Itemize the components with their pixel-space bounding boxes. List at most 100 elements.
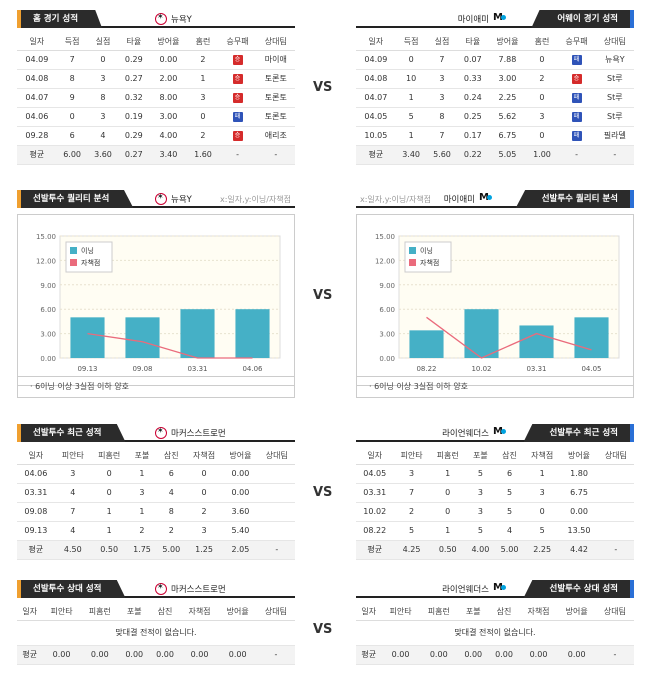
versus-right-col-3: 포볼 [457,604,489,621]
recent-left-cell: 09.08 [17,502,55,522]
away-cell: 04.09 [356,50,396,70]
home-cell: 토론토 [256,69,295,89]
marlins-logo-icon [493,582,506,594]
versus-right-col-1: 피안타 [381,604,420,621]
versus-left-avg-cell: - [256,645,295,665]
recent-right-col-1: 피안타 [393,448,430,465]
legend-swatch-inning [409,247,416,254]
home-cell: 0.29 [118,126,150,146]
home-row: 04.08 8 3 0.27 2.00 1 승 토론토 [17,69,295,89]
x-tick-label: 03.31 [526,365,546,373]
inning-bar [70,317,105,358]
recent-left-col-4: 삼진 [156,448,186,465]
recent-left-avg-cell: 5.00 [156,540,186,560]
home-team: 뉴욕Y [155,12,192,25]
recent-left-cell: 4 [156,483,186,503]
recent-right-row: 03.31 7 0 3 5 3 6.75 [356,483,634,503]
home-cell: 09.28 [17,126,57,146]
recent-left-cell: 1 [91,502,128,522]
home-col-1: 득점 [56,34,88,51]
versus-right-avg-cell: 0.00 [488,645,520,665]
versus-right-col-0: 일자 [356,604,382,621]
recent-left-row: 04.06 3 0 1 6 0 0.00 [17,464,295,484]
yankees-logo-icon [155,582,167,595]
recent-left-cell [258,483,295,503]
quality-right-team-name: 마이애미 [443,195,475,205]
versus-left-col-0: 일자 [17,604,43,621]
versus-left-table: 일자 피안타 피홈런 포볼 삼진 자책점 방어율 상대팀 맞대결 전적이 없습니다. 평균 0.… [17,604,295,665]
recent-left-cell: 1 [127,464,157,484]
versus-left-col-2: 피홈런 [80,604,119,621]
recent-right-pitcher: 라이언웨더스 [442,426,506,439]
home-cell: 3 [87,69,119,89]
versus-right-avg-cell: 0.00 [457,645,489,665]
recent-left-row: 03.31 4 0 3 4 0 0.00 [17,483,295,503]
y-tick-label: 15.00 [375,233,395,241]
result-badge: 패 [571,131,582,141]
away-cell: 필라델 [595,126,634,146]
versus-right-col-2: 피홈런 [419,604,458,621]
versus-left-avg-cell: 0.00 [42,645,81,665]
versus-right-empty: 맞대결 전적이 없습니다. [356,620,634,646]
home-cell: 0 [56,107,88,127]
away-cell: 3 [426,69,458,89]
away-cell: 3 [526,107,558,127]
quality-left-header: 선발투수 퀄리티 분석 뉴욕Y x:일자,y:이닝/자책점 [17,190,295,208]
legend-box [65,241,113,273]
recent-right-cell: 5 [465,464,495,484]
versus-right-col-4: 삼진 [488,604,520,621]
home-cell: 애리조 [256,126,295,146]
recent-left-cell: 0 [91,464,128,484]
home-cell: 2.00 [149,69,188,89]
home-cell: 3.00 [149,107,188,127]
away-cell: 5 [395,107,427,127]
home-cell: 승 [218,88,257,108]
home-cell: 0.27 [118,69,150,89]
x-tick-label: 09.08 [132,365,152,373]
recent-right-col-4: 삼진 [494,448,525,465]
away-cell: 0.24 [457,88,489,108]
versus-left-avg-cell: 0.00 [80,645,119,665]
away-cell: 10.05 [356,126,396,146]
away-cell: 04.08 [356,69,396,89]
recent-left-col-7: 상대팀 [258,448,295,465]
home-avg-cell: 3.60 [87,145,119,165]
home-cell: 0 [187,107,219,127]
recent-left-cell: 04.06 [17,464,55,484]
home-col-5: 홈런 [187,34,219,51]
recent-right-cell: 5 [524,521,561,541]
away-cell: 3.00 [488,69,527,89]
inning-bar [409,330,444,358]
home-cell: 4.00 [149,126,188,146]
recent-left-row: 09.13 4 1 2 2 3 5.40 [17,521,295,541]
away-col-1: 득점 [395,34,427,51]
home-cell: 04.06 [17,107,57,127]
recent-left-cell: 0 [185,464,223,484]
inning-bar [180,309,215,358]
versus-left-panel: 선발투수 상대 성적 마커스스트로먼 일자피안타피홈런포볼삼진자책점방어율상대팀… [17,580,295,665]
recent-right-row: 04.05 3 1 5 6 1 1.80 [356,464,634,484]
home-avg-cell: 3.40 [149,145,188,165]
home-record-header: 홈 경기 성적 뉴욕Y [17,10,295,28]
home-col-3: 타율 [118,34,150,51]
recent-left-col-1: 피안타 [54,448,91,465]
away-row: 04.08 10 3 0.33 3.00 2 승 St루 [356,69,634,89]
x-tick-label: 04.06 [242,365,263,373]
recent-left-tab: 선발투수 최근 성적 [17,424,126,442]
home-row: 04.09 7 0 0.29 0.00 2 승 마이애 [17,50,295,70]
recent-right-row: 08.22 5 1 5 4 5 13.50 [356,521,634,541]
recent-right-cell: 1 [429,464,466,484]
home-team-name: 뉴욕Y [171,15,192,25]
recent-right-avg-cell: 0.50 [429,540,466,560]
recent-right-col-0: 일자 [356,448,394,465]
inning-bar [574,317,609,358]
recent-left-cell: 6 [156,464,186,484]
recent-right-cell: 08.22 [356,521,394,541]
away-cell: 1 [395,88,427,108]
home-cell: 2 [187,126,219,146]
recent-left-col-5: 자책점 [185,448,223,465]
recent-left-cell [258,502,295,522]
recent-right-cell: 0 [429,483,466,503]
versus-left-col-4: 삼진 [149,604,181,621]
